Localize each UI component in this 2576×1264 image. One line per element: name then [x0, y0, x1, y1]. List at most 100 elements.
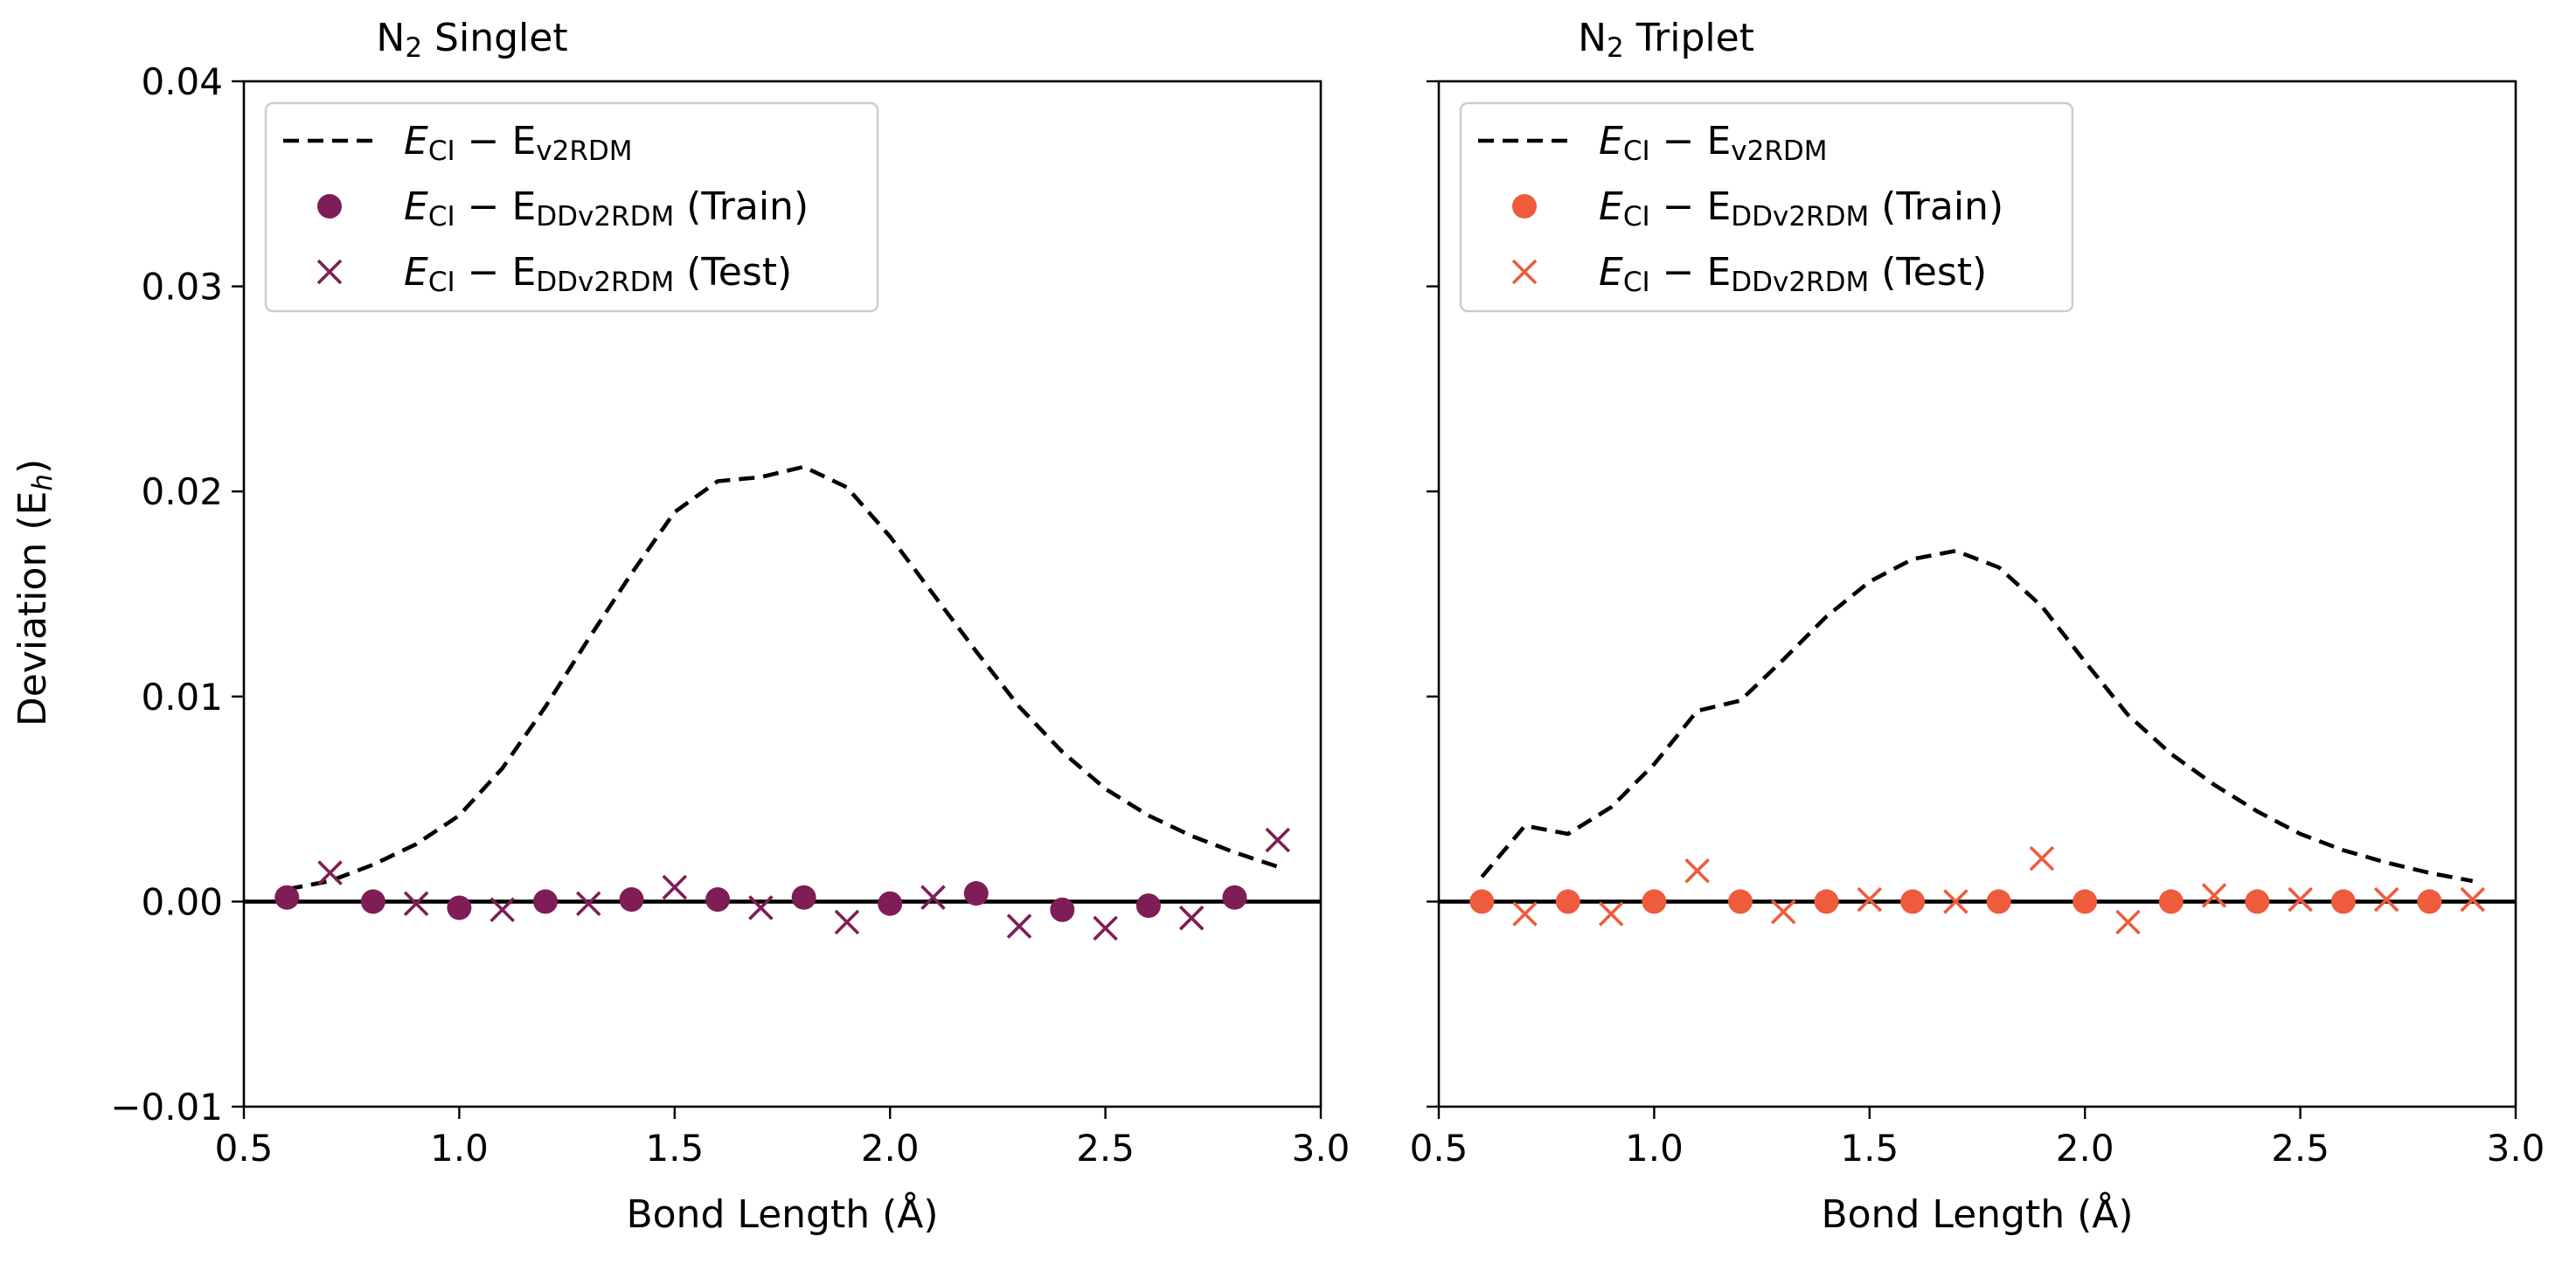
triplet-test-point	[2029, 845, 2055, 872]
triplet-test-point	[1684, 858, 1710, 884]
legend-minus: − E	[455, 250, 537, 295]
singlet-legend-label-2: ECI − EDDv2RDM (Test)	[404, 250, 792, 298]
singlet-train-point	[360, 889, 385, 914]
singlet-test-point	[403, 891, 429, 917]
triplet-legend-swatch-circle	[1512, 194, 1537, 219]
triplet-x-tick-label: 3.0	[2487, 1127, 2545, 1170]
legend-suffix: (Test)	[674, 250, 792, 295]
legend-e: E	[404, 184, 428, 229]
singlet-x-tick-label: 1.0	[430, 1127, 489, 1170]
singlet-y-tick-label: −0.01	[110, 1086, 223, 1129]
triplet-train-point	[1727, 889, 1753, 914]
singlet-v2rdm-deviation-line	[286, 464, 1279, 892]
triplet-test-point	[2288, 886, 2313, 913]
legend-suffix: (Test)	[1869, 250, 1987, 295]
y-axis-label: Deviation (Eh)	[10, 459, 59, 726]
singlet-train-point	[532, 889, 558, 914]
triplet-x-ticks: 0.5 1.0 1.5 2.0 2.5 3.0	[1410, 1107, 2545, 1170]
triplet-test-point	[1943, 889, 1968, 914]
singlet-test-point	[1006, 913, 1032, 939]
triplet-test-point	[2201, 883, 2227, 908]
triplet-train-point	[1469, 889, 1495, 914]
triplet-train-point	[1642, 889, 1667, 914]
triplet-legend: ECI − Ev2RDM ECI − EDDv2RDM (Train) ECI …	[1459, 101, 2074, 313]
triplet-train-point	[1555, 889, 1580, 914]
triplet-x-tick-label: 0.5	[1410, 1127, 1469, 1170]
singlet-y-tick-label: 0.02	[141, 470, 223, 513]
triplet-test-point	[2373, 886, 2399, 913]
triplet-train-point	[1814, 889, 1839, 914]
singlet-title-sub: 2	[405, 32, 422, 64]
singlet-axes-frame	[242, 80, 1323, 1108]
singlet-plot-area	[244, 464, 1321, 941]
singlet-test-point	[920, 885, 946, 910]
singlet-x-tick-label: 0.5	[215, 1127, 274, 1170]
singlet-train-point	[963, 881, 989, 906]
singlet-x-axis-label: Bond Length (Å)	[626, 1191, 938, 1237]
singlet-legend-swatch-circle	[317, 194, 342, 219]
singlet-legend-label-0: ECI − Ev2RDM	[404, 119, 632, 167]
triplet-train-point	[2417, 889, 2442, 914]
legend-sub2: v2RDM	[536, 135, 632, 167]
singlet-legend-swatch-cross	[316, 259, 343, 285]
legend-e: E	[1599, 250, 1623, 295]
singlet-test-point	[1178, 905, 1205, 931]
singlet-train-point	[274, 885, 300, 910]
singlet-test-point	[834, 909, 860, 935]
singlet-x-tick-label: 2.0	[861, 1127, 920, 1170]
singlet-legend-label-1: ECI − EDDv2RDM (Train)	[404, 184, 809, 233]
triplet-x-tick-label: 1.0	[1625, 1127, 1684, 1170]
singlet-legend: ECI − Ev2RDM ECI − EDDv2RDM (Train) ECI …	[264, 101, 879, 313]
triplet-legend-label-2: ECI − EDDv2RDM (Test)	[1599, 250, 1987, 298]
legend-sub1: CI	[1623, 201, 1650, 233]
triplet-title: N2 Triplet	[1578, 16, 1754, 64]
singlet-x-tick-label: 2.5	[1076, 1127, 1135, 1170]
singlet-y-ticks: 0.04 0.03 0.02 0.01 0.00 −0.01	[110, 60, 244, 1129]
y-axis-label-close: )	[10, 459, 55, 474]
legend-e: E	[1599, 184, 1623, 229]
y-axis-label-main: Deviation (E	[10, 491, 55, 726]
legend-minus: − E	[455, 184, 537, 229]
singlet-train-point	[447, 895, 472, 920]
triplet-title-main: N	[1578, 16, 1607, 60]
legend-minus: − E	[1650, 119, 1732, 163]
triplet-x-axis-label: Bond Length (Å)	[1821, 1191, 2133, 1237]
triplet-title-sub: 2	[1607, 32, 1624, 64]
singlet-title: N2 Singlet	[376, 16, 567, 64]
legend-sub1: CI	[1623, 267, 1650, 298]
triplet-plot-area	[1439, 548, 2516, 935]
legend-minus: − E	[1650, 250, 1732, 295]
triplet-test-point	[1857, 886, 1883, 913]
singlet-train-point	[705, 887, 731, 913]
singlet-train-point	[1222, 885, 1247, 910]
triplet-test-point	[1770, 899, 1796, 925]
triplet-train-point	[2073, 889, 2098, 914]
singlet-y-tick-label: 0.01	[141, 676, 223, 719]
triplet-train-point	[1900, 889, 1926, 914]
triplet-y-ticks	[1427, 80, 1439, 1108]
singlet-train-point	[619, 887, 644, 913]
legend-sub2: DDv2RDM	[536, 267, 674, 298]
triplet-test-point	[2115, 909, 2141, 935]
legend-e: E	[404, 119, 428, 163]
singlet-train-point	[1050, 897, 1075, 922]
legend-minus: − E	[1650, 184, 1732, 229]
singlet-train-point	[791, 885, 816, 910]
singlet-test-point	[662, 874, 688, 900]
singlet-x-tick-label: 1.5	[645, 1127, 704, 1170]
triplet-train-point	[2158, 889, 2184, 914]
singlet-panel: N2 Singlet 0.04 0.03 0.02 0.01 0.00 −0.01 0.5…	[110, 16, 1350, 1237]
legend-suffix: (Train)	[674, 184, 809, 229]
triplet-legend-label-0: ECI − Ev2RDM	[1599, 119, 1827, 167]
triplet-train-point	[2330, 889, 2356, 914]
triplet-legend-box	[1459, 101, 2074, 313]
triplet-panel: N2 Triplet 0.5 1.0 1.5 2.0 2.5 3.0 Bond Lengt…	[1410, 16, 2545, 1237]
legend-e: E	[1599, 119, 1623, 163]
singlet-test-point	[317, 860, 343, 885]
triplet-x-tick-label: 2.5	[2271, 1127, 2330, 1170]
triplet-axes-frame	[1437, 80, 2517, 1108]
singlet-legend-box	[264, 101, 879, 313]
triplet-train-point	[1986, 889, 2011, 914]
triplet-x-tick-label: 2.0	[2056, 1127, 2114, 1170]
